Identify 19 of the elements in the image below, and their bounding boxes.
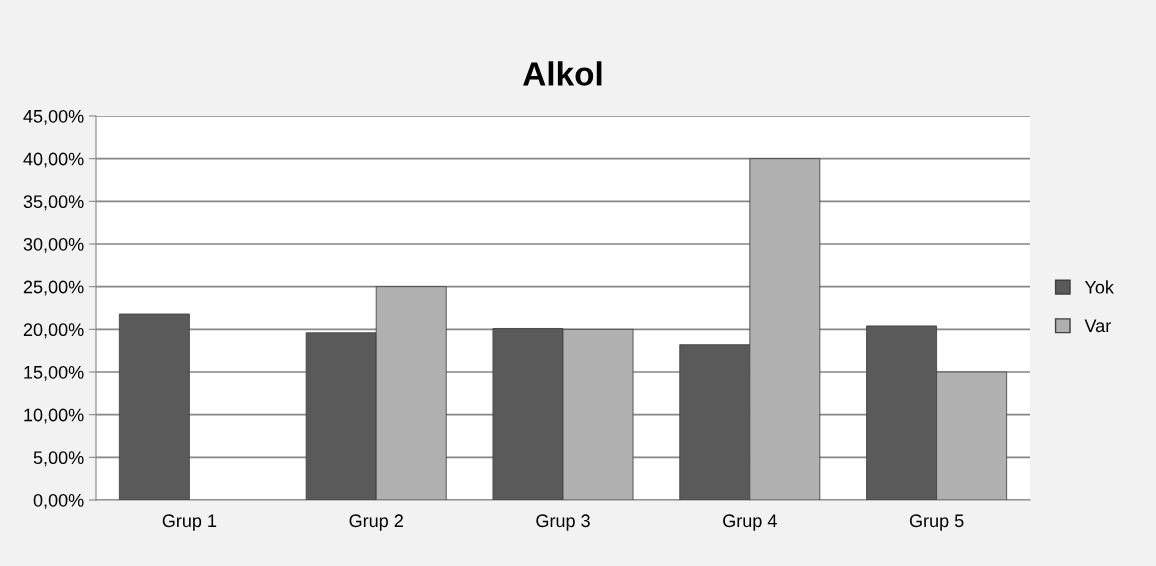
y-tick-label: 20,00%	[23, 323, 84, 339]
y-tick-label: 35,00%	[23, 195, 84, 211]
y-tick-label: 45,00%	[23, 109, 84, 125]
legend-label: Var	[1084, 319, 1111, 333]
y-tick-label: 10,00%	[24, 408, 84, 424]
x-tick-label: Grup 3	[536, 514, 590, 531]
chart-title: Alkol	[523, 61, 602, 86]
y-tick-label: 25,00%	[23, 280, 84, 296]
legend-label: Yok	[1084, 280, 1114, 294]
y-tick-label: 40,00%	[23, 152, 84, 168]
x-tick-label: Grup 5	[909, 514, 964, 531]
x-tick-label: Grup 2	[349, 514, 403, 531]
y-tick-label: 15,00%	[24, 365, 84, 381]
x-tick-label: Grup 4	[723, 514, 777, 531]
x-tick-label: Grup 1	[162, 514, 217, 531]
y-tick-label: 30,00%	[23, 237, 84, 253]
y-tick-label: 0,00%	[33, 493, 84, 509]
y-tick-label: 5,00%	[33, 451, 84, 467]
bar	[118, 313, 190, 500]
